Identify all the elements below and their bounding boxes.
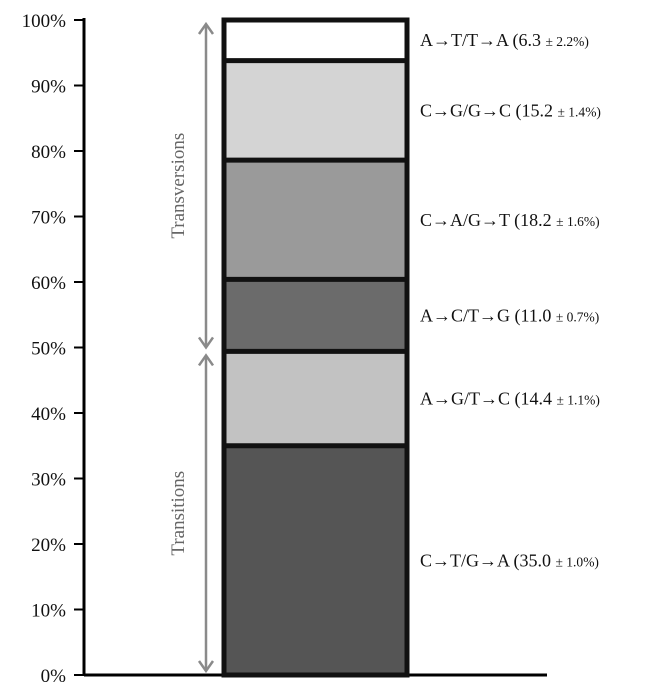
segment-label: C→T/G→A (35.0 ± 1.0%) <box>420 550 599 571</box>
segment-label: C→A/G→T (18.2 ± 1.6%) <box>420 210 600 231</box>
group-label: Transversions <box>168 133 189 239</box>
bar-segments <box>221 17 410 678</box>
segment-label: C→G/G→C (15.2 ± 1.4%) <box>420 100 601 121</box>
y-tick-label: 100% <box>22 11 67 32</box>
bar-outline <box>221 17 410 678</box>
y-tick-label: 50% <box>31 339 66 360</box>
group-label: Transitions <box>168 471 189 556</box>
y-tick-label: 40% <box>31 404 66 425</box>
y-tick-label: 20% <box>31 535 66 556</box>
y-tick-label: 10% <box>31 601 66 622</box>
arrow-head-down <box>197 660 215 674</box>
arrow-head-up <box>197 21 215 35</box>
bar-segment <box>224 160 407 280</box>
y-tick-label: 0% <box>41 666 67 686</box>
y-axis: 0% 10% 20% 30% 40% 50% 60% 70% 80% 90% 100% <box>22 11 86 686</box>
y-tick-label: 80% <box>31 142 66 163</box>
segment-label: A→C/T→G (11.0 ± 0.7%) <box>420 305 599 326</box>
bar-segment <box>224 351 407 446</box>
bar-segment <box>224 279 407 352</box>
bar-segment <box>224 60 407 161</box>
arrow-head-up <box>197 353 215 367</box>
arrow-head-down <box>197 336 215 350</box>
segment-labels: C→T/G→A (35.0 ± 1.0%) A→G/T→C (14.4 ± 1.1… <box>420 30 601 571</box>
y-tick-label: 70% <box>31 208 66 229</box>
segment-label: A→T/T→A (6.3 ± 2.2%) <box>420 30 589 51</box>
y-tick-label: 60% <box>31 273 66 294</box>
segment-label: A→G/T→C (14.4 ± 1.1%) <box>420 389 600 410</box>
bar-segment <box>224 19 407 61</box>
y-tick-label: 30% <box>31 470 66 491</box>
group-brackets: Transitions Transversions <box>168 21 215 674</box>
y-tick-label: 90% <box>31 77 66 98</box>
bar-segment <box>224 445 407 675</box>
